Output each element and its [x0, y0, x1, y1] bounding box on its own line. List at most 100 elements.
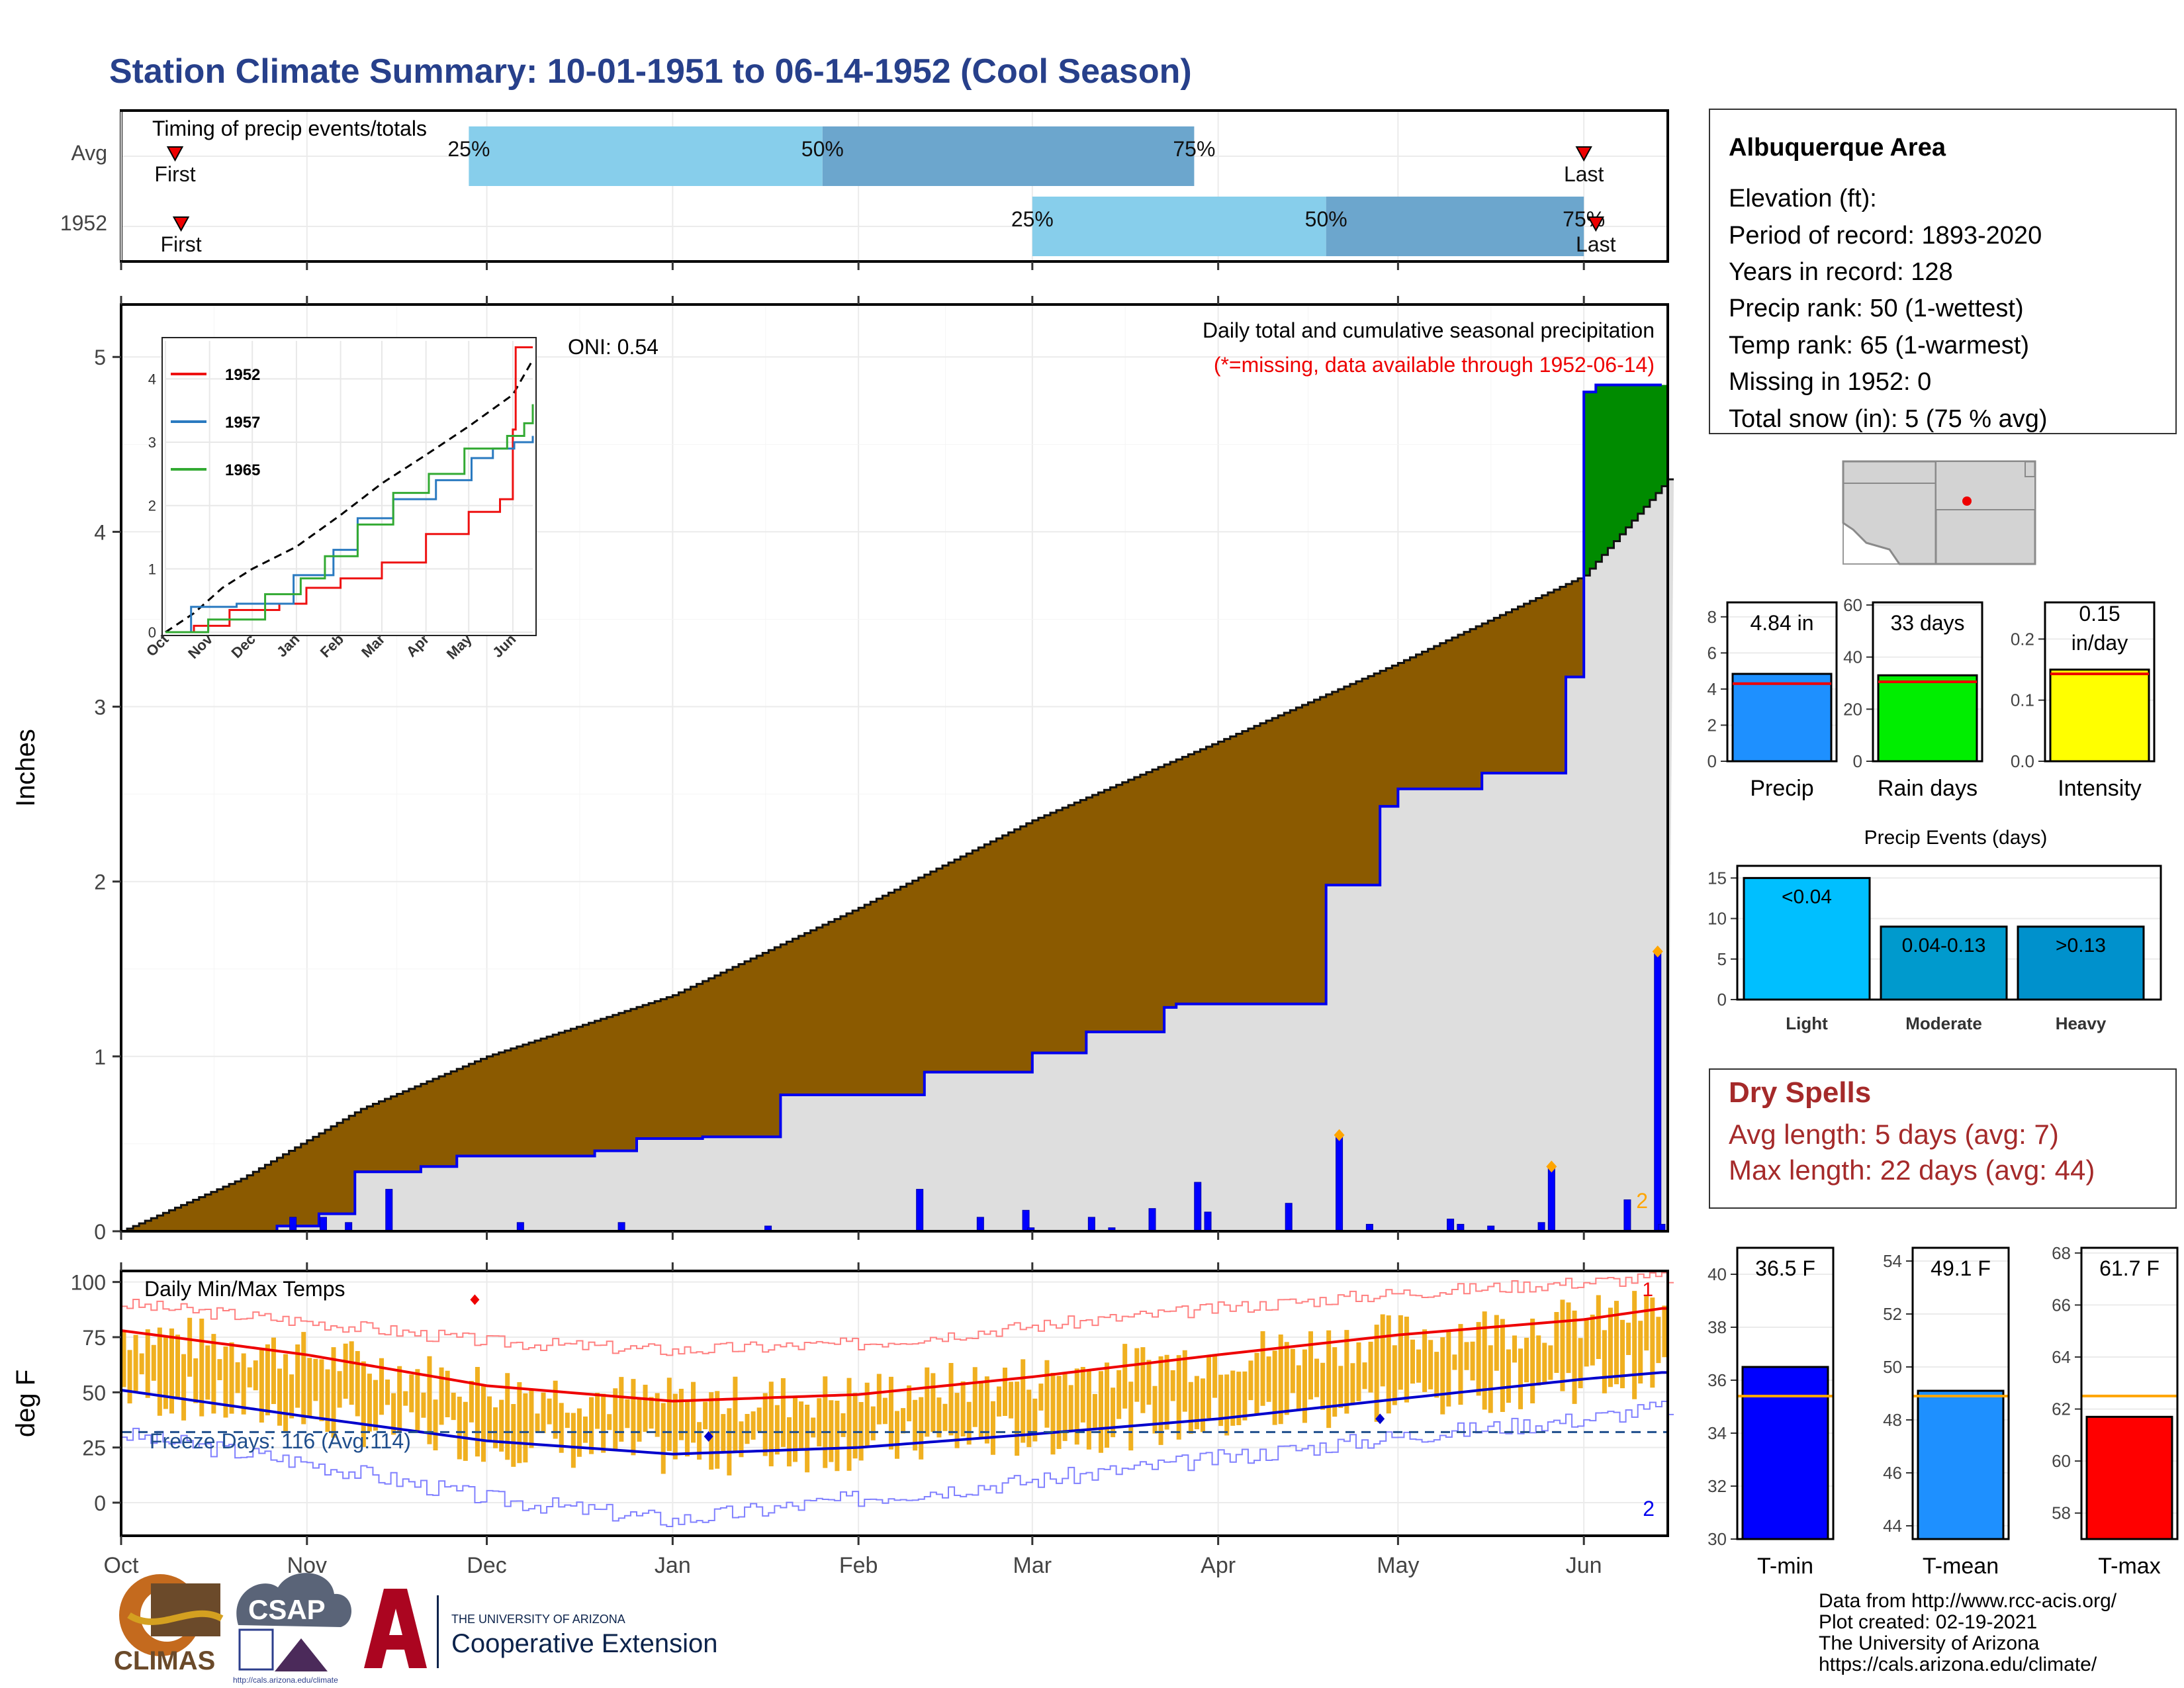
- timing-marker-label: First: [154, 162, 195, 186]
- info-line: Total snow (in): 5 (75 % avg): [1729, 405, 2048, 433]
- summary-ytick-label: 0.1: [2011, 690, 2034, 710]
- footer-line: The University of Arizona: [1819, 1632, 2040, 1654]
- events-title: Precip Events (days): [1864, 827, 2048, 849]
- temp-summary-value: 36.5 F: [1755, 1256, 1815, 1280]
- timing-marker-label: Last: [1576, 232, 1616, 256]
- timing-marker: [172, 216, 190, 232]
- temp-summary-ytick-label: 64: [2052, 1347, 2071, 1367]
- daily-precip-bar: [385, 1189, 393, 1232]
- footer-line: Data from http://www.rcc-acis.org/: [1819, 1590, 2117, 1612]
- temp-summary-bar: [1741, 1366, 1829, 1540]
- temp-summary-ytick-label: 30: [1707, 1529, 1727, 1549]
- page-title: Station Climate Summary: 10-01-1951 to 0…: [109, 52, 1192, 91]
- events-ytick-label: 0: [1717, 990, 1727, 1009]
- summary-ytick-label: 0: [1707, 751, 1717, 771]
- temps-corner-top: 1: [1642, 1279, 1653, 1301]
- daily-precip-bar: [1336, 1135, 1343, 1232]
- event-bar-label: Heavy: [2056, 1013, 2107, 1033]
- summary-ytick-label: 0: [1853, 751, 1862, 771]
- extreme-precip-marker: [1334, 1129, 1345, 1141]
- temp-summary-ytick-label: 44: [1883, 1516, 1902, 1536]
- ua-logo: THE UNIVERSITY OF ARIZONA Cooperative Ex…: [364, 1589, 717, 1668]
- timing-percent-label: 25%: [447, 137, 490, 161]
- precip-ytick-label: 2: [94, 870, 106, 894]
- summary-bar-label: Intensity: [2058, 776, 2142, 801]
- csap-logo-url: http://cals.arizona.edu/climate: [233, 1675, 338, 1685]
- timing-percent-label: 75%: [1173, 137, 1215, 161]
- info-line: Missing in 1952: 0: [1729, 368, 1931, 396]
- temp-summary-value: 49.1 F: [1931, 1256, 1991, 1280]
- inset-series-line: [165, 346, 533, 633]
- info-line: Period of record: 1893-2020: [1729, 222, 2042, 250]
- locator-map: [1842, 460, 2036, 565]
- station-name: Albuquerque Area: [1729, 134, 1946, 162]
- footer-line: https://cals.arizona.edu/climate/: [1819, 1654, 2097, 1675]
- freeze-days-label: Freeze Days: 116 (Avg:114): [150, 1429, 411, 1453]
- temp-summary-ytick-label: 54: [1883, 1251, 1902, 1271]
- temp-summary-ytick-label: 48: [1883, 1410, 1902, 1430]
- summary-bar-label: Rain days: [1878, 776, 1978, 801]
- info-line: Years in record: 128: [1729, 258, 1953, 286]
- daily-precip-bar: [1447, 1219, 1455, 1232]
- summary-value-label: 33 days: [1890, 611, 1964, 635]
- footer-line: Plot created: 02-19-2021: [1819, 1611, 2037, 1633]
- oni-label: ONI: 0.54: [568, 335, 659, 359]
- timing-marker: [166, 146, 184, 162]
- dry-spells-max: Max length: 22 days (avg: 44): [1729, 1154, 2095, 1186]
- month-tick-label: Jan: [655, 1553, 691, 1578]
- month-tick-label: Oct: [104, 1553, 139, 1578]
- event-bar-label: Moderate: [1905, 1013, 1982, 1033]
- timing-bar-25-50: [469, 126, 823, 186]
- inset-ytick-label: 3: [148, 434, 156, 451]
- timing-marker-label: First: [160, 232, 201, 256]
- summary-ytick-label: 40: [1843, 647, 1862, 667]
- timing-marker-label: Last: [1564, 162, 1604, 186]
- surplus-area: [1584, 385, 1668, 576]
- summary-bar: [2049, 669, 2150, 763]
- daily-precip-bar: [1087, 1217, 1095, 1232]
- temp-ytick-label: 0: [94, 1491, 106, 1515]
- record-marker: [1375, 1413, 1385, 1425]
- event-bar-value: >0.13: [2056, 935, 2106, 957]
- summary-value-unit: in/day: [2071, 631, 2128, 655]
- timing-row-1952-label: 1952: [60, 211, 107, 235]
- temp-summary-ytick-label: 58: [2052, 1503, 2071, 1523]
- extreme-precip-marker: [1652, 945, 1663, 958]
- summary-value-label: 0.15: [2079, 602, 2120, 626]
- temp-summary-label: T-max: [2098, 1554, 2160, 1579]
- timing-marker: [1587, 216, 1604, 232]
- inset-ytick-label: 1: [148, 561, 156, 577]
- temp-ytick-label: 25: [82, 1436, 106, 1460]
- summary-ytick-label: 60: [1843, 595, 1862, 615]
- event-bar-value: <0.04: [1782, 886, 1832, 908]
- temp-summary-ytick-label: 46: [1883, 1463, 1902, 1483]
- cumulative-1952-line: [121, 383, 1662, 1233]
- daily-precip-bar: [1194, 1182, 1202, 1232]
- summary-ytick-label: 2: [1707, 715, 1717, 735]
- temps-chart-title: Daily Min/Max Temps: [144, 1277, 345, 1301]
- event-bar: [1880, 925, 2008, 1001]
- ua-logo-big: Cooperative Extension: [451, 1629, 717, 1658]
- climas-logo: CLIMAS: [114, 1574, 224, 1675]
- temp-summary-ytick-label: 32: [1707, 1476, 1727, 1496]
- precip-ytick-label: 3: [94, 696, 106, 720]
- timing-bar-50-75: [1326, 197, 1584, 256]
- daily-precip-bar: [289, 1217, 297, 1232]
- summary-ytick-label: 20: [1843, 699, 1862, 719]
- inset-average-line: [165, 359, 534, 633]
- temp-ytick-label: 100: [71, 1271, 106, 1295]
- month-tick-label: Jun: [1566, 1553, 1602, 1578]
- precip-ytick-label: 5: [94, 346, 106, 369]
- info-line: Elevation (ft):: [1729, 185, 1877, 212]
- daily-precip-bar: [976, 1217, 984, 1232]
- inset-legend-label: 1957: [225, 414, 260, 432]
- daily-precip-bar: [1204, 1211, 1212, 1232]
- precip-ytick-label: 0: [94, 1220, 106, 1244]
- precip-ytick-label: 1: [94, 1045, 106, 1069]
- info-line: Temp rank: 65 (1-warmest): [1729, 332, 2029, 359]
- temp-summary-ytick-label: 36: [1707, 1370, 1727, 1390]
- info-line: Precip rank: 50 (1-wettest): [1729, 295, 2024, 322]
- average-min-line: [120, 1371, 1668, 1456]
- temp-ytick-label: 75: [82, 1326, 106, 1350]
